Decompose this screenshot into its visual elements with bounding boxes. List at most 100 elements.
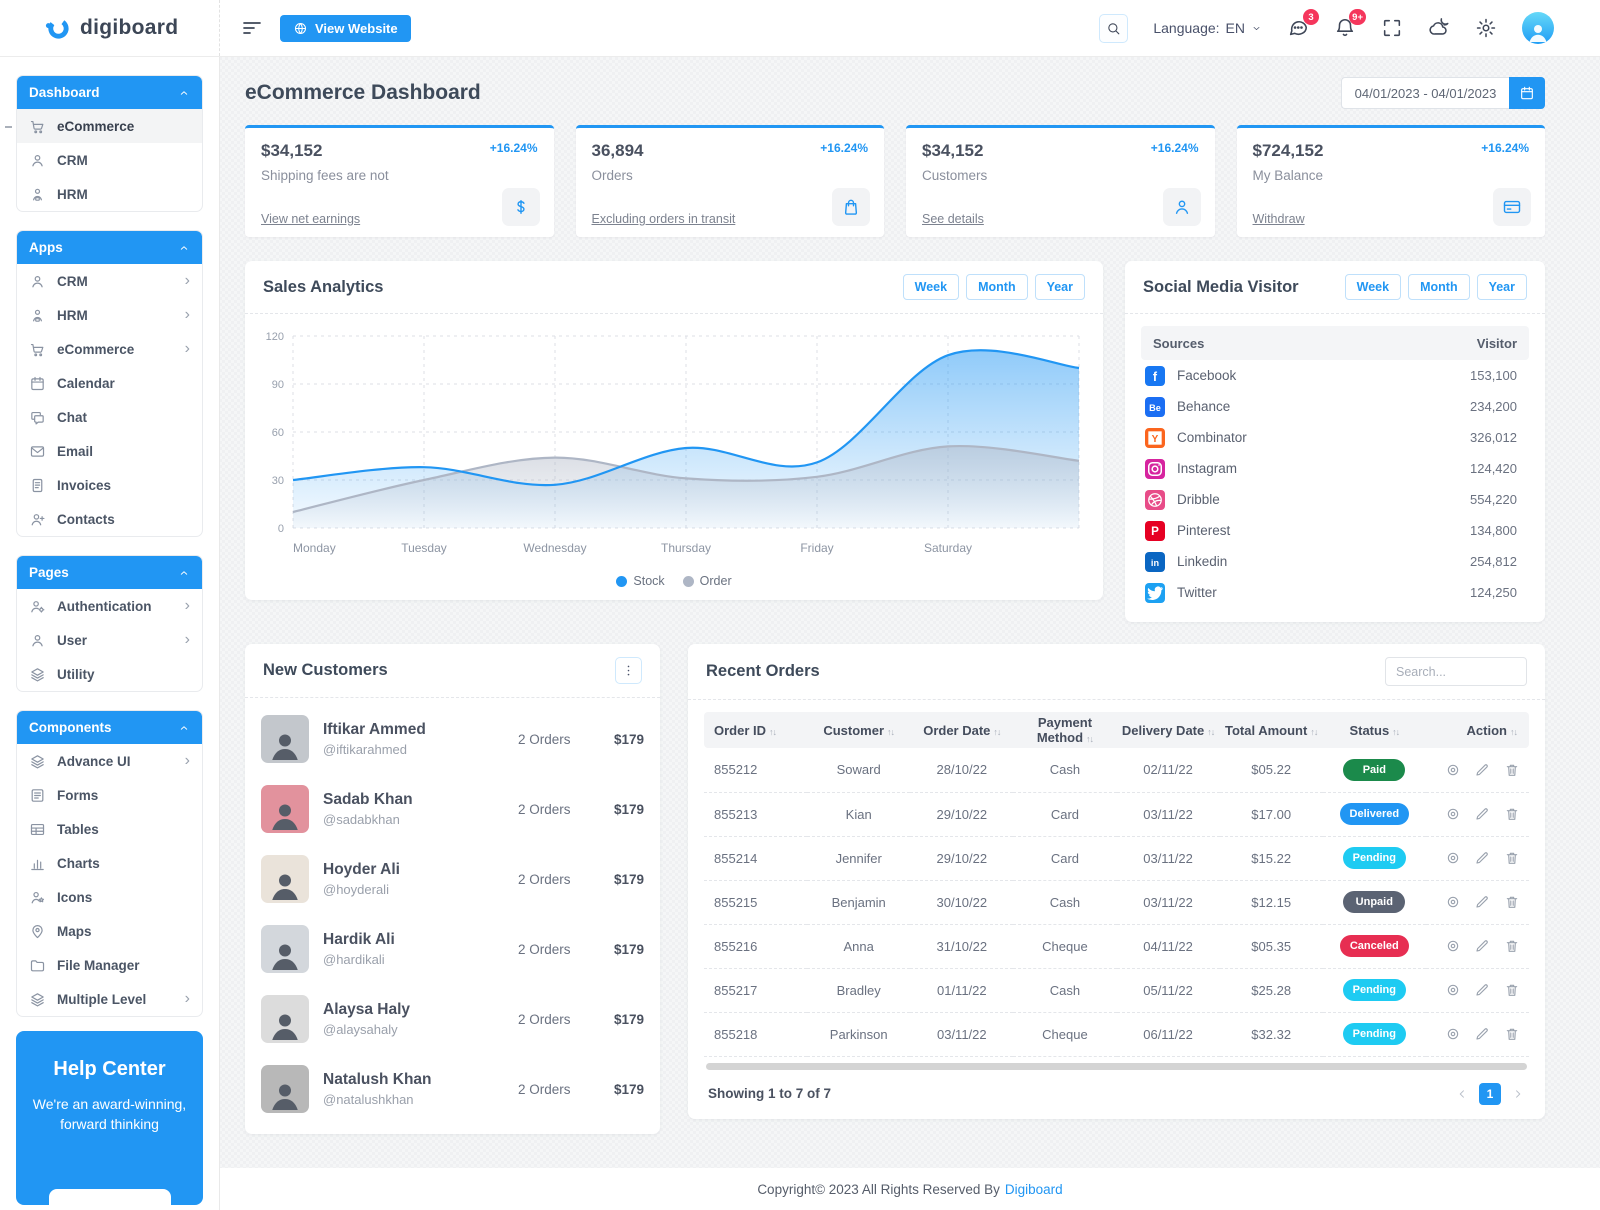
delete-icon[interactable]	[1504, 938, 1520, 954]
sidebar-item[interactable]: Email ›	[17, 434, 202, 468]
social-row[interactable]: P Pinterest 134,800	[1141, 515, 1529, 546]
stat-link[interactable]: Excluding orders in transit	[591, 212, 736, 226]
date-range-input[interactable]	[1341, 77, 1509, 109]
orders-column-header[interactable]: Payment Method ↑↓	[1013, 712, 1117, 748]
customer-row[interactable]: Hardik Ali @hardikali 2 Orders $179	[261, 914, 644, 984]
delete-icon[interactable]	[1504, 762, 1520, 778]
orders-column-header[interactable]: Delivery Date ↑↓	[1116, 712, 1220, 748]
sidebar-item[interactable]: Utility ›	[17, 657, 202, 691]
sidebar-item[interactable]: User ›	[17, 623, 202, 657]
messages-button[interactable]: 3	[1287, 9, 1319, 39]
sidebar-group-dashboard-header[interactable]: Dashboard	[17, 76, 202, 109]
view-icon[interactable]	[1445, 806, 1461, 822]
view-icon[interactable]	[1445, 850, 1461, 866]
sidebar-item[interactable]: Icons ›	[17, 880, 202, 914]
view-icon[interactable]	[1445, 938, 1461, 954]
sidebar-item[interactable]: CRM ›	[17, 264, 202, 298]
edit-icon[interactable]	[1474, 894, 1490, 910]
social-row[interactable]: Y Combinator 326,012	[1141, 422, 1529, 453]
sidebar-item[interactable]: Invoices ›	[17, 468, 202, 502]
customer-row[interactable]: Hoyder Ali @hoyderali 2 Orders $179	[261, 844, 644, 914]
sidebar-item[interactable]: Tables ›	[17, 812, 202, 846]
orders-search-input[interactable]	[1385, 657, 1527, 686]
social-row[interactable]: in Linkedin 254,812	[1141, 546, 1529, 577]
edit-icon[interactable]	[1474, 762, 1490, 778]
sidebar-group-components-header[interactable]: Components	[17, 711, 202, 744]
notifications-button[interactable]: 9+	[1334, 9, 1366, 39]
customer-row[interactable]: Iftikar Ammed @iftikarahmed 2 Orders $17…	[261, 704, 644, 774]
fullscreen-button[interactable]	[1381, 17, 1403, 39]
sidebar-group-pages-header[interactable]: Pages	[17, 556, 202, 589]
sidebar-item[interactable]: HRM ›	[17, 177, 202, 211]
orders-column-header[interactable]: Status ↑↓	[1322, 712, 1426, 748]
range-button[interactable]: Week	[902, 274, 960, 300]
range-button[interactable]: Year	[1034, 274, 1085, 300]
edit-icon[interactable]	[1474, 850, 1490, 866]
user-avatar[interactable]	[1522, 12, 1554, 44]
edit-icon[interactable]	[1474, 806, 1490, 822]
view-website-button[interactable]: View Website	[280, 14, 411, 42]
stat-link[interactable]: View net earnings	[261, 212, 361, 226]
sidebar-item[interactable]: Charts ›	[17, 846, 202, 880]
social-row[interactable]: f Facebook 153,100	[1141, 360, 1529, 391]
language-selector[interactable]: Language: EN	[1153, 20, 1262, 36]
view-icon[interactable]	[1445, 1026, 1461, 1042]
orders-column-header[interactable]: Order ID ↑↓	[704, 712, 808, 748]
sidebar-item[interactable]: Maps ›	[17, 914, 202, 948]
orders-column-header[interactable]: Customer ↑↓	[807, 712, 911, 748]
edit-icon[interactable]	[1474, 938, 1490, 954]
menu-icon[interactable]	[240, 16, 264, 40]
chevron-left-icon[interactable]	[1455, 1087, 1469, 1101]
sidebar-item[interactable]: eCommerce ›	[17, 332, 202, 366]
customer-row[interactable]: Sadab Khan @sadabkhan 2 Orders $179	[261, 774, 644, 844]
stat-link[interactable]: See details	[922, 212, 984, 226]
sidebar-item[interactable]: Chat ›	[17, 400, 202, 434]
delete-icon[interactable]	[1504, 1026, 1520, 1042]
delete-icon[interactable]	[1504, 850, 1520, 866]
logo[interactable]: digiboard	[0, 0, 220, 56]
social-row[interactable]: Dribble 554,220	[1141, 484, 1529, 515]
chevron-right-icon[interactable]	[1511, 1087, 1525, 1101]
horizontal-scrollbar[interactable]	[706, 1062, 1527, 1070]
orders-column-header[interactable]: Order Date ↑↓	[910, 712, 1014, 748]
dark-mode-toggle[interactable]	[1428, 17, 1450, 39]
edit-icon[interactable]	[1474, 1026, 1490, 1042]
range-button[interactable]: Month	[1408, 274, 1470, 300]
settings-button[interactable]	[1475, 17, 1497, 39]
delete-icon[interactable]	[1504, 806, 1520, 822]
view-icon[interactable]	[1445, 894, 1461, 910]
range-button[interactable]: Month	[966, 274, 1028, 300]
sidebar-item[interactable]: eCommerce ›	[5, 109, 202, 143]
range-button[interactable]: Year	[1476, 274, 1527, 300]
sidebar-item[interactable]: Calendar ›	[17, 366, 202, 400]
sidebar-item[interactable]: Contacts ›	[17, 502, 202, 536]
customer-row[interactable]: Alaysa Haly @alaysahaly 2 Orders $179	[261, 984, 644, 1054]
social-row[interactable]: Instagram 124,420	[1141, 453, 1529, 484]
social-row[interactable]: Be Behance 234,200	[1141, 391, 1529, 422]
orders-column-header[interactable]: Action ↑↓	[1425, 712, 1529, 748]
customer-row[interactable]: Natalush Khan @natalushkhan 2 Orders $17…	[261, 1054, 644, 1124]
search-button[interactable]	[1099, 13, 1129, 43]
new-customers-menu-button[interactable]	[615, 657, 642, 684]
sidebar-item[interactable]: Advance UI ›	[17, 744, 202, 778]
sidebar-item[interactable]: HRM ›	[17, 298, 202, 332]
view-icon[interactable]	[1445, 762, 1461, 778]
orders-column-header[interactable]: Total Amount ↑↓	[1219, 712, 1323, 748]
sidebar-item[interactable]: Authentication ›	[17, 589, 202, 623]
sidebar-item[interactable]: File Manager ›	[17, 948, 202, 982]
page-number-button[interactable]: 1	[1479, 1082, 1501, 1105]
social-row[interactable]: Twitter 124,250	[1141, 577, 1529, 608]
delete-icon[interactable]	[1504, 982, 1520, 998]
calendar-button[interactable]	[1509, 77, 1545, 109]
footer-brand-link[interactable]: Digiboard	[1004, 1181, 1063, 1197]
sidebar-item[interactable]: CRM ›	[17, 143, 202, 177]
delete-icon[interactable]	[1504, 894, 1520, 910]
view-icon[interactable]	[1445, 982, 1461, 998]
edit-icon[interactable]	[1474, 982, 1490, 998]
range-button[interactable]: Week	[1344, 274, 1402, 300]
stat-link[interactable]: Withdraw	[1252, 212, 1305, 226]
sidebar-item[interactable]: Multiple Level ›	[17, 982, 202, 1016]
sidebar-item[interactable]: Forms ›	[17, 778, 202, 812]
sidebar-group-apps-header[interactable]: Apps	[17, 231, 202, 264]
help-center-button[interactable]	[48, 1189, 171, 1205]
